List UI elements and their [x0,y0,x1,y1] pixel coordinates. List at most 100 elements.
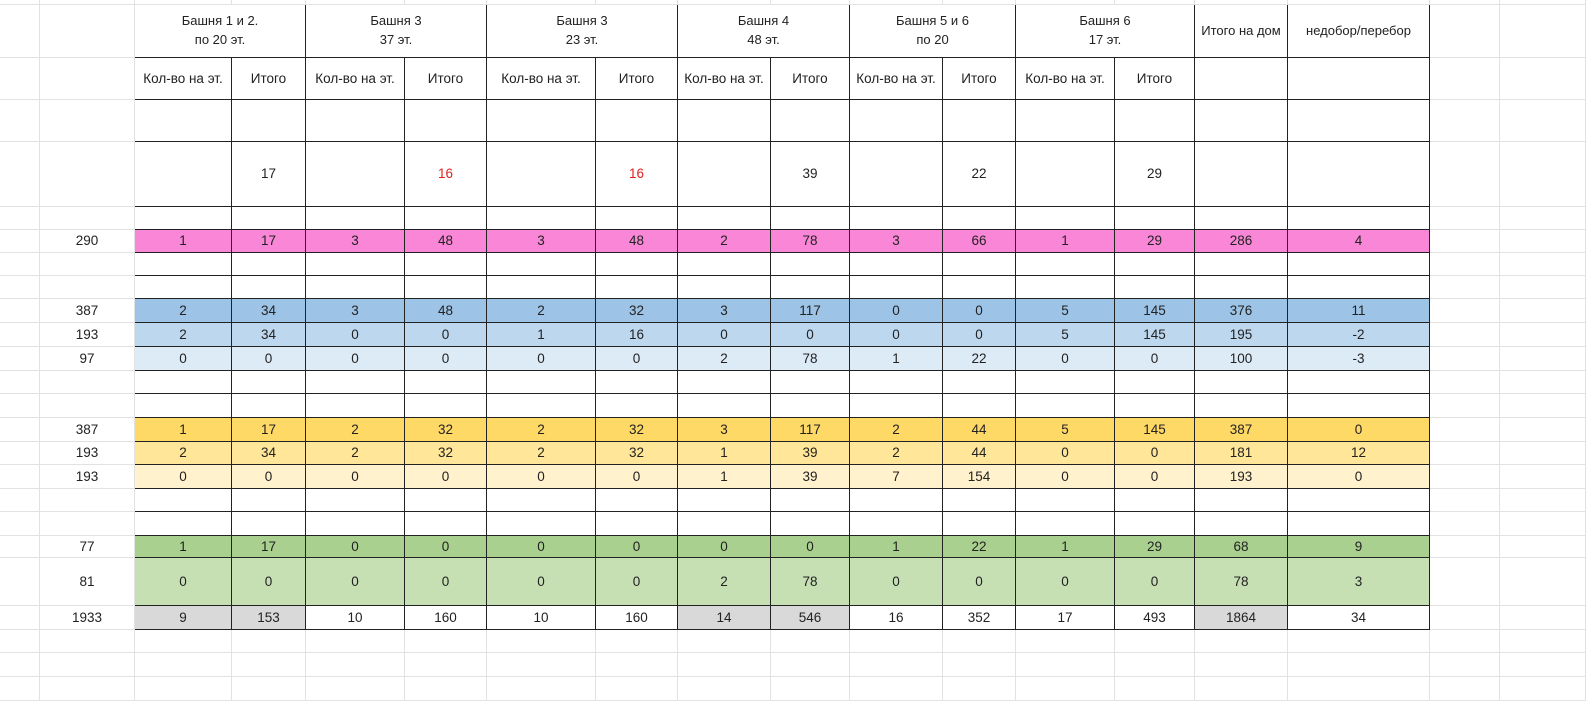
tower-sub: 17 эт. [1088,32,1122,47]
empty-cell [135,394,232,418]
value-cell: 0 [135,347,232,371]
grid-cell [850,630,943,653]
row-diff: 3 [1288,558,1430,606]
grid-cell [678,630,771,653]
grid-cell [40,489,135,512]
grid-cell [1195,630,1288,653]
grid-cell [40,207,135,230]
grid-cell [596,653,678,677]
value-cell: 0 [1016,347,1115,371]
value-cell: 0 [771,323,850,347]
row-target: 387 [40,418,135,442]
grid-cell [1430,653,1500,677]
value-cell: 0 [850,323,943,347]
empty-cell [850,207,943,230]
empty-cell [487,371,596,394]
grid-cell [0,630,40,653]
empty-cell [232,253,306,276]
empty-cell [943,276,1016,299]
grid-cell [1430,276,1500,299]
empty-cell [596,394,678,418]
grid-cell [1430,100,1500,142]
grid-cell [405,630,487,653]
grid-cell [1430,606,1500,630]
empty-cell [487,142,596,207]
row-diff: -3 [1288,347,1430,371]
value-cell: 22 [943,536,1016,558]
empty-cell [596,512,678,536]
empty-cell [678,142,771,207]
tower-sub: 48 эт. [747,32,780,47]
grid-cell [1288,0,1430,5]
empty-cell [405,207,487,230]
grid-cell [850,677,943,701]
value-cell: 0 [850,558,943,606]
grid-cell [943,677,1016,701]
value-cell: 160 [405,606,487,630]
empty-cell [306,512,405,536]
floor-count: 22 [943,142,1016,207]
value-cell: 17 [232,230,306,253]
empty-cell [1195,394,1288,418]
value-cell: 0 [943,558,1016,606]
value-cell: 10 [306,606,405,630]
tower-header: Башня 3 23 эт. [487,5,678,58]
empty-cell [306,489,405,512]
grid-cell [0,58,40,100]
empty-cell [943,371,1016,394]
grid-cell [135,677,232,701]
grid-cell [40,253,135,276]
empty-cell [1115,207,1195,230]
value-cell: 2 [678,558,771,606]
header-total: Итого на дом [1195,5,1288,58]
value-cell: 34 [232,442,306,465]
value-cell: 2 [306,442,405,465]
value-cell: 1 [850,347,943,371]
column-header: Кол-во на эт. [1016,58,1115,100]
column-header: Итого [596,58,678,100]
grid-cell [1500,230,1586,253]
empty-cell [678,100,771,142]
grid-cell [306,653,405,677]
grid-cell [1500,253,1586,276]
empty-cell [1115,489,1195,512]
value-cell: 145 [1115,299,1195,323]
grid-cell [135,0,232,5]
empty-cell [1195,276,1288,299]
empty-cell [850,489,943,512]
empty-cell [1195,253,1288,276]
grid-cell [40,371,135,394]
value-cell: 0 [405,323,487,347]
value-cell: 1 [487,323,596,347]
grid-cell [40,58,135,100]
row-target: 81 [40,558,135,606]
grid-cell [1430,512,1500,536]
value-cell: 5 [1016,323,1115,347]
grid-cell [1115,0,1195,5]
value-cell: 32 [596,442,678,465]
empty-cell [678,276,771,299]
empty-cell [405,100,487,142]
empty-cell [771,489,850,512]
grid-cell [0,0,40,5]
empty-cell [1016,489,1115,512]
grid-cell [1430,536,1500,558]
row-total: 68 [1195,536,1288,558]
tower-sub: 37 эт. [379,32,413,47]
grid-cell [0,677,40,701]
empty-cell [306,371,405,394]
empty-cell [306,276,405,299]
value-cell: 48 [596,230,678,253]
grid-cell [0,371,40,394]
grid-cell [0,230,40,253]
grid-cell [405,0,487,5]
column-header: Итого [405,58,487,100]
floor-count: 39 [771,142,850,207]
value-cell: 0 [678,323,771,347]
empty-cell [487,512,596,536]
value-cell: 3 [487,230,596,253]
value-cell: 2 [487,442,596,465]
value-cell: 0 [487,558,596,606]
grid-cell [0,323,40,347]
